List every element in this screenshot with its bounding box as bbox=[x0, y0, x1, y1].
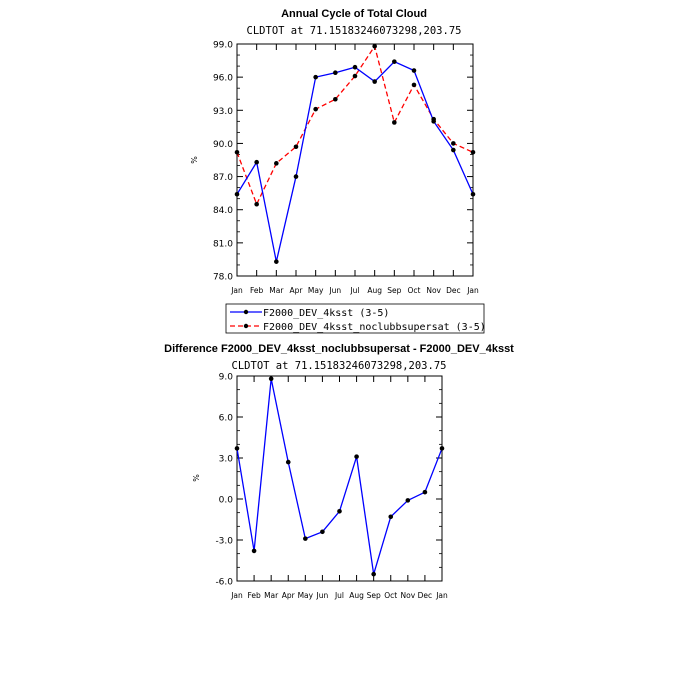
legend-entry-series-1: F2000_DEV_4ksst (3-5) bbox=[230, 308, 389, 319]
series-1-point bbox=[371, 571, 376, 577]
series-1-point bbox=[234, 191, 240, 197]
series-1-point bbox=[451, 147, 456, 153]
series-2-point bbox=[254, 201, 259, 207]
x-tick-label: Jan bbox=[230, 591, 243, 600]
x-tick-label: Mar bbox=[269, 286, 284, 295]
series-2-point bbox=[313, 106, 318, 112]
series-1-point bbox=[313, 74, 318, 80]
y-tick-label: 87.0 bbox=[213, 173, 233, 183]
series-line-1 bbox=[236, 60, 474, 262]
series-2-point bbox=[411, 82, 417, 88]
x-tick-label: May bbox=[298, 591, 314, 600]
chart2-subtitle: CLDTOT at 71.15183246073298,203.75 bbox=[232, 360, 447, 372]
series-1-point bbox=[388, 514, 394, 520]
y-tick-label: 6.0 bbox=[219, 414, 234, 424]
series-line-1 bbox=[236, 378, 443, 575]
series-2-point bbox=[372, 43, 377, 49]
x-tick-label: Oct bbox=[408, 286, 421, 295]
chart1-ylabel: % bbox=[190, 156, 199, 164]
legend-label-2: F2000_DEV_4ksst_noclubbsupersat (3-5) bbox=[263, 322, 486, 333]
x-tick-label: Jan bbox=[466, 286, 479, 295]
x-tick-label: Apr bbox=[282, 591, 296, 600]
x-tick-label: Oct bbox=[384, 591, 397, 600]
series-1-point bbox=[411, 68, 417, 73]
series-2-point bbox=[470, 149, 476, 155]
x-tick-label: Mar bbox=[264, 591, 279, 600]
x-tick-label: Jul bbox=[349, 286, 359, 295]
y-tick-label: 81.0 bbox=[213, 239, 233, 249]
series-1-point bbox=[251, 548, 257, 554]
series-1-point bbox=[372, 79, 377, 84]
x-tick-label: Jun bbox=[328, 286, 341, 295]
y-tick-label: 0.0 bbox=[219, 496, 234, 506]
series-1-point bbox=[285, 459, 291, 465]
series-1-point bbox=[337, 509, 342, 514]
legend-marker-1 bbox=[243, 309, 249, 315]
difference-chart: Difference F2000_DEV_4ksst_noclubbsupers… bbox=[164, 343, 514, 600]
series-1-point bbox=[293, 174, 299, 179]
series-1-point bbox=[268, 376, 274, 382]
x-tick-label: May bbox=[308, 286, 324, 295]
series-1-point bbox=[303, 536, 308, 541]
y-tick-label: 96.0 bbox=[213, 74, 233, 84]
series-2-point bbox=[431, 116, 436, 122]
chart2-title: Difference F2000_DEV_4ksst_noclubbsupers… bbox=[164, 343, 514, 355]
x-tick-label: Nov bbox=[401, 591, 416, 600]
y-tick-label: 9.0 bbox=[219, 373, 234, 383]
y-tick-label: 93.0 bbox=[213, 107, 233, 117]
x-tick-label: Nov bbox=[426, 286, 441, 295]
y-tick-label: 78.0 bbox=[213, 273, 233, 283]
y-tick-label: 84.0 bbox=[213, 206, 233, 216]
chart1-legend: F2000_DEV_4ksst (3-5) F2000_DEV_4ksst_no… bbox=[225, 303, 486, 334]
legend-entry-series-2: F2000_DEV_4ksst_noclubbsupersat (3-5) bbox=[230, 322, 486, 333]
x-tick-label: Jun bbox=[316, 591, 329, 600]
series-2-point bbox=[352, 73, 358, 79]
x-tick-label: Jul bbox=[334, 591, 344, 600]
legend-box bbox=[225, 303, 485, 334]
series-1-point bbox=[274, 259, 279, 264]
y-tick-label: -6.0 bbox=[215, 578, 233, 588]
x-tick-label: Aug bbox=[367, 286, 382, 295]
series-2-point bbox=[234, 149, 240, 155]
chart2-ylabel: % bbox=[192, 474, 201, 482]
series-1-point bbox=[439, 446, 445, 451]
series-2-point bbox=[333, 96, 338, 102]
annual-cycle-chart: Annual Cycle of Total Cloud CLDTOT at 71… bbox=[190, 8, 486, 334]
x-tick-label: Dec bbox=[418, 591, 433, 600]
series-2-point bbox=[392, 120, 397, 125]
series-1-point bbox=[422, 489, 428, 495]
series-1-point bbox=[354, 454, 359, 459]
y-tick-label: 99.0 bbox=[213, 41, 233, 51]
x-tick-label: Aug bbox=[349, 591, 364, 600]
x-tick-label: Sep bbox=[367, 591, 381, 600]
x-tick-label: Apr bbox=[290, 286, 304, 295]
x-tick-label: Jan bbox=[435, 591, 448, 600]
series-line-2 bbox=[236, 44, 474, 206]
y-tick-label: 3.0 bbox=[219, 455, 234, 465]
y-tick-label: -3.0 bbox=[215, 537, 233, 547]
x-tick-label: Dec bbox=[446, 286, 461, 295]
chart1-title: Annual Cycle of Total Cloud bbox=[281, 8, 427, 20]
legend-marker-2 bbox=[243, 323, 249, 329]
series-2-point bbox=[274, 161, 279, 166]
x-tick-label: Feb bbox=[247, 591, 261, 600]
x-tick-label: Feb bbox=[250, 286, 264, 295]
series-1-point bbox=[392, 59, 397, 64]
series-2-point bbox=[293, 144, 299, 150]
series-1-point bbox=[254, 159, 259, 165]
chart1-subtitle: CLDTOT at 71.15183246073298,203.75 bbox=[247, 25, 462, 37]
x-tick-label: Sep bbox=[387, 286, 401, 295]
legend-label-1: F2000_DEV_4ksst (3-5) bbox=[263, 308, 389, 319]
x-tick-label: Jan bbox=[230, 286, 243, 295]
series-1-point bbox=[234, 446, 240, 451]
series-1-point bbox=[333, 70, 338, 76]
series-1-point bbox=[320, 529, 325, 535]
series-2-point bbox=[451, 141, 456, 146]
y-tick-label: 90.0 bbox=[213, 140, 233, 150]
series-1-point bbox=[352, 64, 358, 70]
series-1-point bbox=[470, 191, 476, 197]
series-1-point bbox=[405, 498, 411, 503]
